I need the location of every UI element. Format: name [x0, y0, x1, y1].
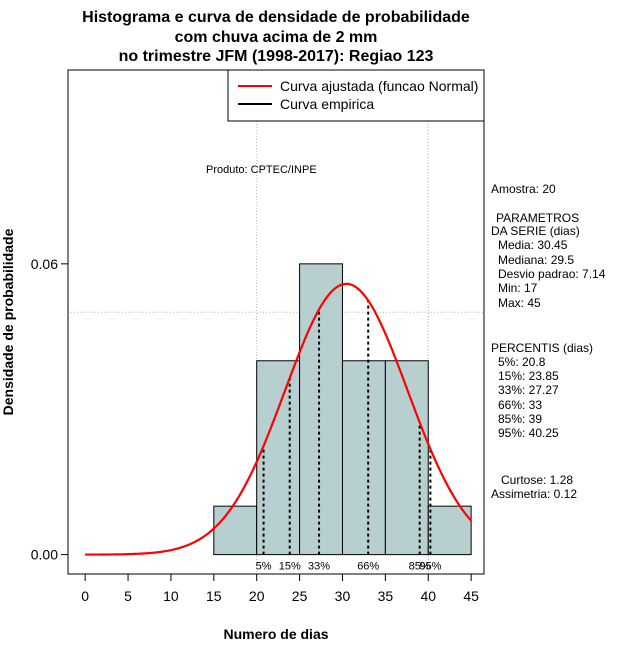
stats-percentis-title: PERCENTIS (dias) — [491, 341, 593, 355]
x-tick-label: 30 — [335, 588, 351, 604]
percentile-label: 85% — [409, 561, 431, 573]
histogram-bar — [213, 505, 258, 556]
percentile-label: 95% — [419, 561, 441, 573]
x-tick-label: 25 — [292, 588, 308, 604]
product-annotation: Produto: CPTEC/INPE — [206, 164, 317, 176]
stats-param-item: Desvio padrao: 7.14 — [498, 267, 606, 281]
stats-param-item: Max: 45 — [498, 296, 541, 310]
legend: Curva ajustada (funcao Normal) Curva emp… — [227, 69, 485, 122]
percentile-label: 15% — [279, 561, 301, 573]
x-axis-label: Numero de dias — [223, 626, 328, 642]
percentile-label: 5% — [256, 561, 272, 573]
bars-layer — [213, 263, 472, 556]
x-tick-label: 45 — [463, 588, 479, 604]
histogram-bar — [427, 505, 472, 556]
legend-label-empirical: Curva empirica — [280, 96, 374, 112]
stats-skewness: Assimetria: 0.12 — [491, 487, 577, 501]
stats-percentil-item: 66%: 33 — [498, 398, 542, 412]
y-axis-label: Densidade de probabilidade — [0, 228, 16, 415]
y-tick-label: 0.06 — [31, 256, 58, 272]
normal-fit-curve — [85, 282, 472, 556]
stats-param-item: Media: 30.45 — [498, 238, 568, 252]
x-tick-label: 5 — [124, 588, 132, 604]
legend-label-fit: Curva ajustada (funcao Normal) — [280, 78, 478, 94]
chart-title-line-3: no trimestre JFM (1998-2017): Regiao 123 — [119, 48, 434, 65]
stats-percentil-item: 95%: 40.25 — [498, 426, 559, 440]
stats-percentil-item: 85%: 39 — [498, 412, 542, 426]
y-tick-label: 0.00 — [31, 547, 58, 563]
x-tick-label: 10 — [163, 588, 179, 604]
stats-sample: Amostra: 20 — [491, 182, 556, 196]
stats-params-subtitle: DA SERIE (dias) — [491, 224, 580, 238]
legend-box — [227, 69, 485, 122]
histogram-bar — [384, 360, 429, 556]
stats-param-item: Mediana: 29.5 — [498, 253, 574, 267]
stats-percentil-item: 15%: 23.85 — [498, 369, 559, 383]
percentile-lines-layer: 5% 15% 33% 66% 85%95% — [256, 300, 442, 573]
percentile-label: 33% — [308, 561, 330, 573]
stats-params-title: PARAMETROS — [496, 211, 579, 225]
x-tick-label: 15 — [206, 588, 222, 604]
x-tick-label: 20 — [249, 588, 265, 604]
stats-percentil-item: 33%: 27.27 — [498, 383, 559, 397]
stats-param-item: Min: 17 — [498, 281, 538, 295]
x-tick-label: 0 — [81, 588, 89, 604]
x-tick-label: 40 — [420, 588, 436, 604]
chart-title-line-2: com chuva acima de 2 mm — [175, 29, 378, 46]
histogram-bar — [341, 360, 386, 556]
stats-kurtosis: Curtose: 1.28 — [501, 473, 573, 487]
chart-title-line-1: Histograma e curva de densidade de proba… — [82, 9, 470, 26]
stats-percentil-item: 5%: 20.8 — [498, 355, 546, 369]
axes-layer: 0 5 10 15 20 25 30 35 40 45 0.00 0.06 — [31, 256, 479, 604]
x-tick-label: 35 — [378, 588, 394, 604]
percentile-label: 66% — [357, 561, 379, 573]
stats-panel: Amostra: 20 PARAMETROS DA SERIE (dias) M… — [491, 182, 606, 501]
curve-layer — [85, 282, 472, 556]
